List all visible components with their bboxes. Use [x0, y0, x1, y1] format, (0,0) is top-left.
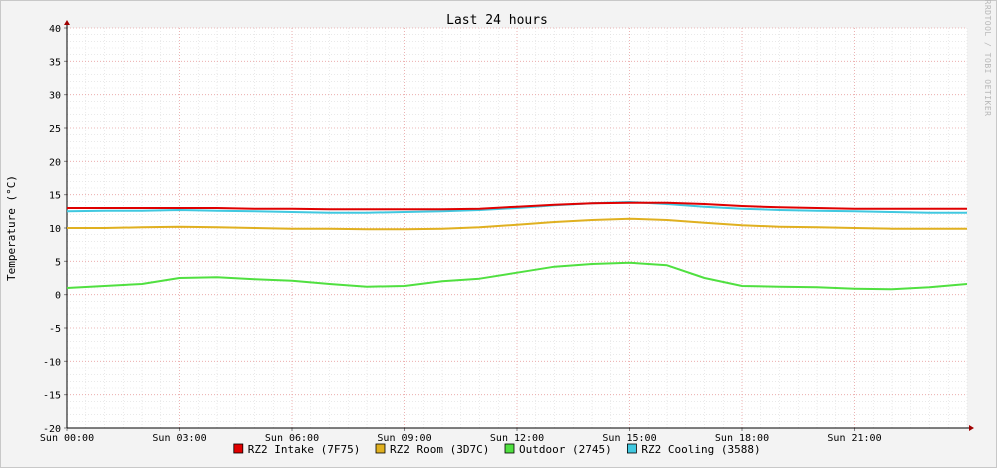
legend: RZ2 Intake (7F75) RZ2 Room (3D7C) Outdoor …: [233, 443, 761, 456]
y-tick-label: 15: [49, 191, 61, 202]
y-tick-label: -5: [49, 324, 61, 335]
chart-title: Last 24 hours: [446, 13, 548, 28]
x-tick-label: Sun 18:00: [715, 433, 769, 444]
x-tick-label: Sun 09:00: [377, 433, 431, 444]
y-tick-label: 25: [49, 124, 61, 135]
series-line: [67, 217, 967, 231]
x-tick-label: Sun 03:00: [152, 433, 206, 444]
plot-area: -20 -15 -10 -5 0 5 10 15 20 25 30 35 40 Sun 00:00 Sun …: [40, 20, 974, 444]
x-tick-label: Sun 21:00: [827, 433, 881, 444]
legend-swatch: [375, 443, 386, 454]
y-axis-label: Temperature (°C): [5, 175, 18, 281]
y-tick-label: -15: [43, 391, 61, 402]
y-tick-label: -20: [43, 424, 61, 435]
legend-swatch: [627, 443, 637, 454]
y-tick-label: 35: [49, 57, 61, 68]
x-tick-label: Sun 15:00: [602, 433, 656, 444]
y-tick-label: 30: [49, 91, 61, 102]
legend-label: RZ2 Room (3D7C): [390, 443, 489, 456]
y-tick-label: 10: [49, 224, 61, 235]
series-line: [66, 261, 968, 291]
legend-swatch: [504, 443, 515, 454]
y-axis-arrow: [64, 20, 70, 25]
y-tick-label: 40: [49, 24, 61, 35]
y-tick-label: 5: [55, 257, 61, 268]
series-line: [67, 201, 967, 211]
y-tick-label: -10: [43, 357, 61, 368]
series-line: [66, 201, 967, 214]
legend-label: RZ2 Intake (7F75): [248, 443, 361, 456]
rrdtool-watermark: RRDTOOL / TOBI OETIKER: [983, 0, 992, 116]
legend-label: Outdoor (2745): [519, 443, 612, 456]
legend-swatch: [233, 443, 244, 454]
y-tick-label: 0: [55, 291, 61, 302]
x-tick-label: Sun 12:00: [490, 433, 544, 444]
legend-label: RZ2 Cooling (3588): [641, 443, 760, 456]
y-tick-label: 20: [49, 157, 61, 168]
x-axis-arrow: [969, 425, 974, 431]
x-tick-label: Sun 00:00: [40, 433, 94, 444]
x-tick-label: Sun 06:00: [265, 433, 319, 444]
